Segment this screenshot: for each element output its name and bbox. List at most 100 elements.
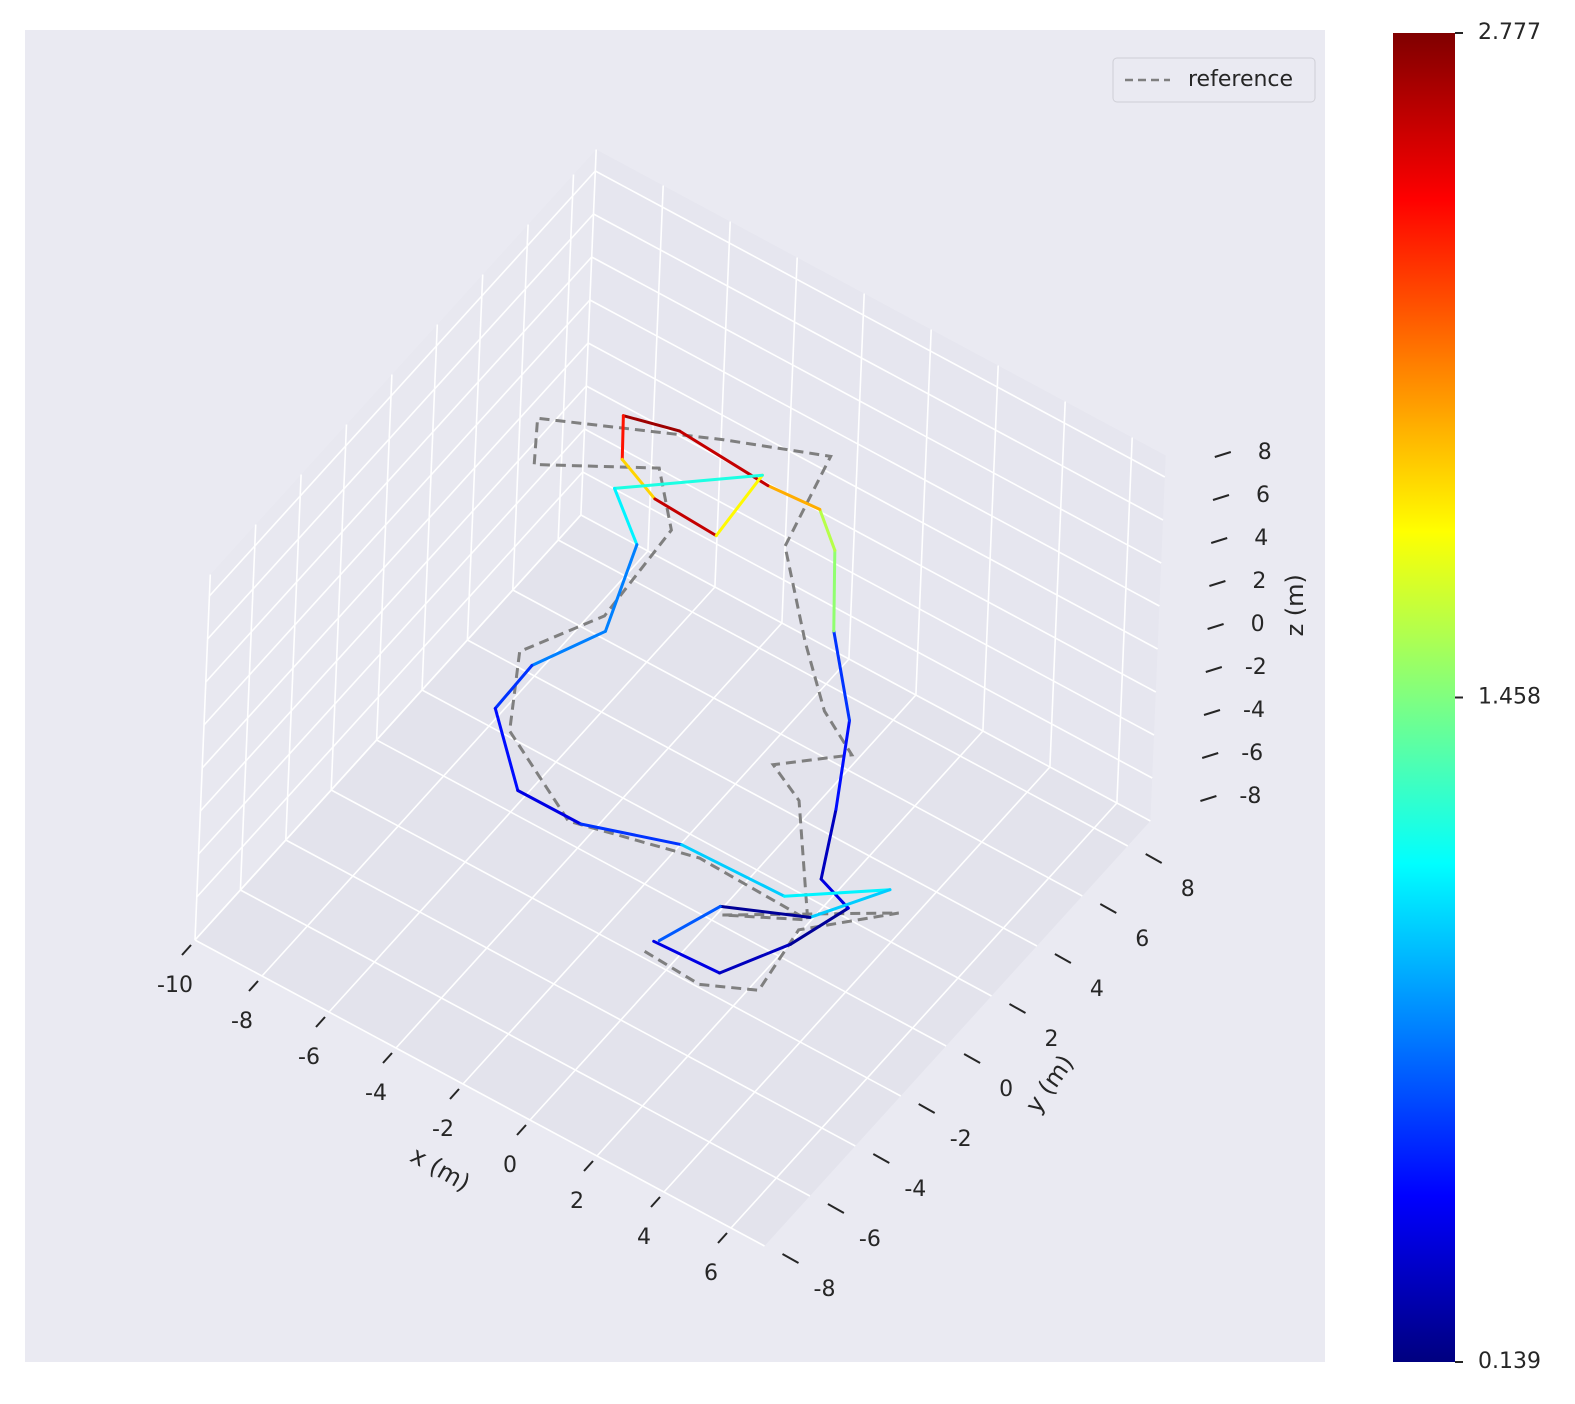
trajectory-segment — [714, 473, 764, 538]
z-tick-label: 2 — [1252, 569, 1266, 594]
trajectory-segment — [493, 706, 520, 792]
grid-line — [580, 514, 1151, 822]
z-tick — [1201, 752, 1219, 759]
colorbar-tick-label: 1.458 — [1478, 685, 1541, 710]
grid-line — [466, 274, 484, 641]
floor-pane — [195, 515, 1151, 1246]
z-tick — [1205, 666, 1223, 673]
grid-line — [201, 342, 589, 769]
trajectory-segment — [766, 484, 822, 511]
colorbar — [1393, 33, 1455, 1362]
grid-line — [194, 574, 212, 941]
y-tick — [918, 1103, 936, 1114]
z-tick-label: -6 — [1241, 741, 1263, 766]
grid-line — [207, 213, 595, 640]
x-tick-label: -6 — [298, 1045, 320, 1070]
grid-line — [781, 257, 798, 624]
grid-line — [647, 185, 664, 552]
x-tick-label: 6 — [704, 1261, 718, 1286]
trajectory-segment — [782, 888, 892, 898]
z-tick — [1200, 795, 1217, 802]
x-tick — [650, 1196, 661, 1208]
x-tick-label: 4 — [637, 1225, 651, 1250]
grid-line — [421, 689, 992, 997]
trajectory-segment — [493, 664, 534, 710]
trajectory-segment — [718, 904, 812, 919]
y-tick-label: 8 — [1181, 877, 1195, 902]
z-tick-label: -8 — [1239, 784, 1261, 809]
y-tick — [827, 1203, 845, 1214]
grid-line — [848, 293, 865, 660]
trajectory-segment — [657, 904, 722, 943]
trajectory-segment — [613, 473, 764, 490]
grid-line — [1049, 401, 1066, 768]
grid-line — [328, 586, 716, 1013]
trajectory-segment — [620, 414, 625, 461]
y-tick-label: -6 — [859, 1227, 881, 1252]
trajectory-segment — [613, 486, 639, 547]
grid-line — [585, 385, 1157, 693]
grid-line — [591, 256, 1162, 564]
z-tick-label: -2 — [1245, 655, 1267, 680]
back-pane — [580, 149, 1166, 821]
z-tick — [1214, 451, 1232, 458]
z-tick — [1212, 494, 1230, 501]
z-tick — [1203, 709, 1221, 716]
y-tick — [872, 1153, 890, 1164]
grid-line — [194, 939, 765, 1247]
trajectory-segment — [819, 807, 838, 881]
trajectory-segment — [621, 414, 681, 433]
grid-line — [395, 622, 783, 1049]
grid-line — [261, 550, 649, 977]
grid-line — [199, 385, 587, 812]
grid-line — [375, 374, 393, 741]
colorbar-tick-label: 2.777 — [1478, 20, 1541, 45]
x-tick — [516, 1124, 527, 1136]
y-tick-label: 0 — [999, 1077, 1013, 1102]
legend-label: reference — [1188, 67, 1293, 92]
y-tick-label: -8 — [814, 1277, 836, 1302]
colorbar-tick-label: 0.139 — [1478, 1349, 1541, 1374]
y-tick-label: -4 — [904, 1177, 926, 1202]
grid-line — [593, 213, 1164, 521]
trajectory-segment — [832, 629, 851, 722]
grid-line — [196, 471, 584, 898]
grid-line — [582, 471, 1153, 779]
grid-line — [557, 174, 575, 541]
y-tick — [1145, 853, 1163, 864]
z-tick-label: 0 — [1251, 612, 1265, 637]
grid-line — [421, 324, 439, 691]
z-tick-label: 4 — [1254, 526, 1268, 551]
z-tick — [1210, 537, 1228, 544]
grid-line — [239, 524, 257, 891]
trajectory-segment — [818, 507, 837, 552]
trajectory-segment — [718, 942, 793, 975]
trajectory-segment — [653, 497, 718, 538]
y-tick — [782, 1253, 799, 1264]
z-tick-label: -4 — [1243, 698, 1265, 723]
trajectory-segment — [530, 629, 607, 667]
reference-line — [508, 416, 899, 992]
grid-line — [557, 539, 1129, 847]
x-tick-label: -2 — [432, 1117, 454, 1142]
x-tick — [248, 980, 259, 992]
y-tick — [963, 1053, 981, 1064]
grid-line — [730, 802, 1118, 1229]
grid-line — [285, 474, 302, 841]
grid-line — [330, 789, 902, 1097]
grid-line — [512, 589, 1083, 897]
trajectory-segment — [808, 888, 892, 919]
trajectory-segment — [832, 548, 837, 633]
grid-line — [663, 766, 1051, 1193]
x-tick — [315, 1016, 326, 1028]
grid-line — [198, 428, 586, 855]
trajectory-segment — [680, 843, 786, 898]
grid-line — [714, 221, 731, 588]
y-tick-label: 6 — [1135, 927, 1149, 952]
x-tick-label: -8 — [231, 1009, 253, 1034]
y-tick-label: 4 — [1090, 977, 1104, 1002]
left-pane — [195, 149, 597, 940]
y-tick — [1099, 903, 1117, 914]
z-tick-label: 8 — [1258, 440, 1272, 465]
x-tick — [382, 1052, 393, 1064]
